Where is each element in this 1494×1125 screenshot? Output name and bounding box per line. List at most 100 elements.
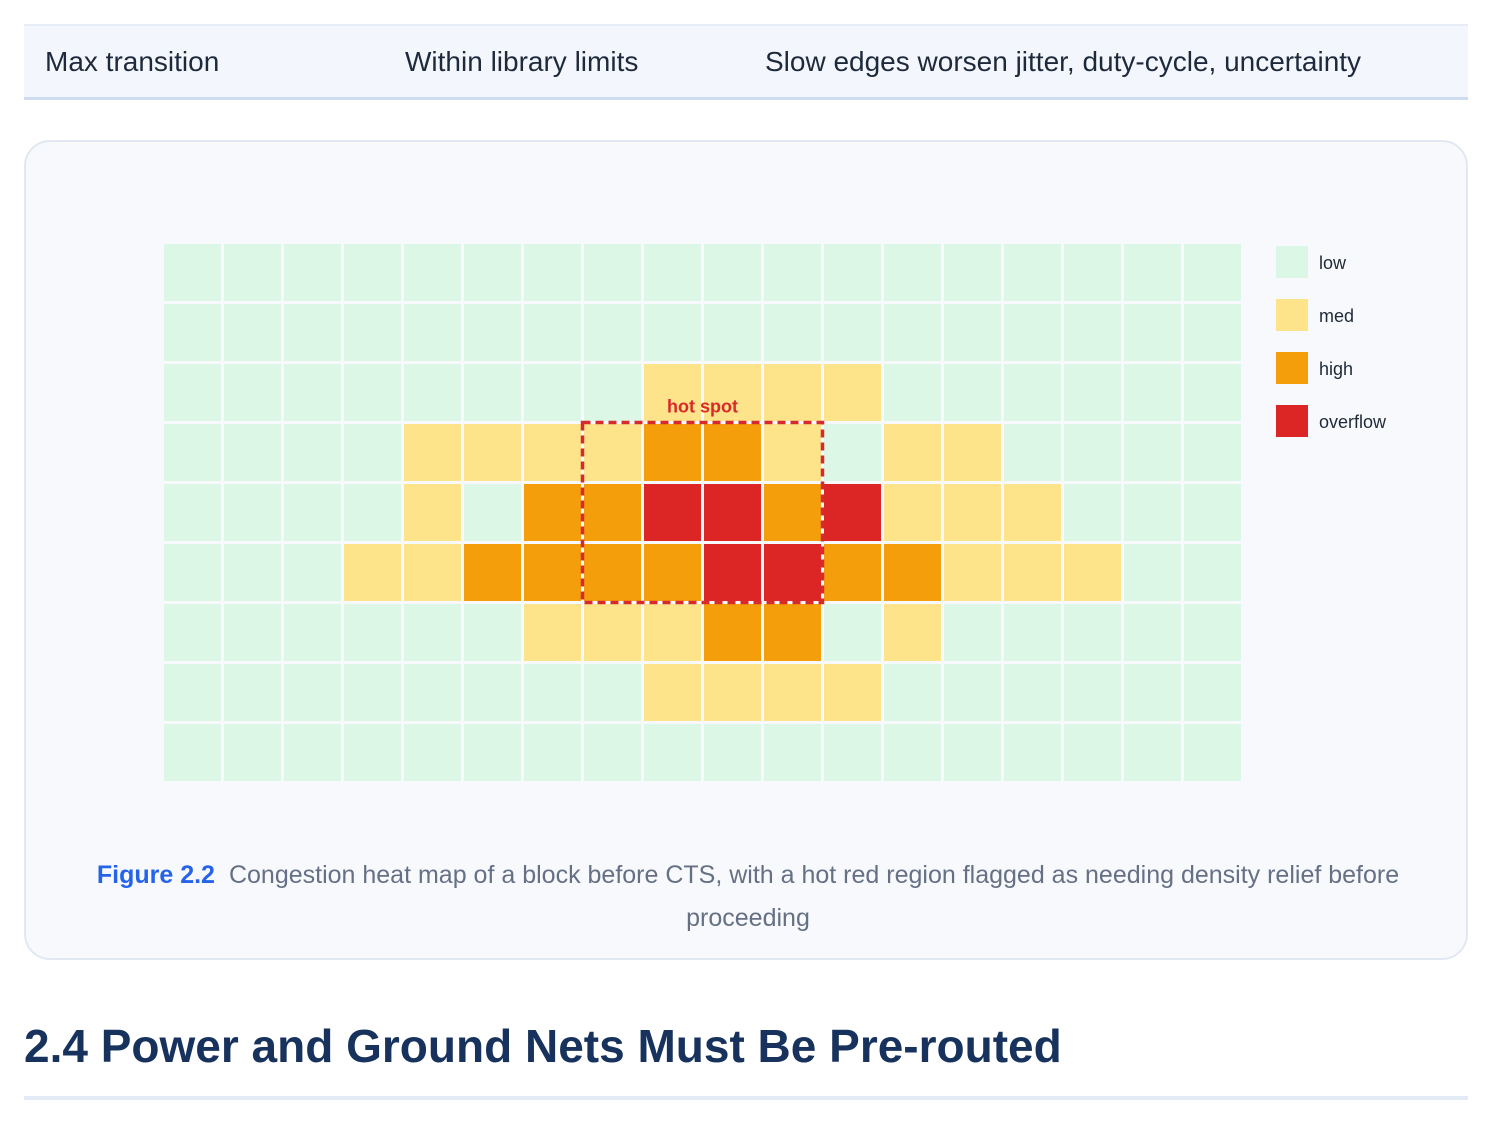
heatmap-cell: [764, 364, 821, 421]
heatmap-cell: [164, 544, 221, 601]
heatmap-cell: [884, 724, 941, 781]
heatmap-cell: [584, 604, 641, 661]
heatmap-cell: [764, 724, 821, 781]
heatmap-cell: [404, 544, 461, 601]
heatmap-cell: [644, 604, 701, 661]
heatmap-cell: [1184, 424, 1241, 481]
heatmap-cell: [284, 424, 341, 481]
heatmap-cell: [224, 484, 281, 541]
heatmap-cell: [464, 424, 521, 481]
heatmap-cell: [644, 304, 701, 361]
heatmap-cell: [464, 604, 521, 661]
heatmap-cell: [644, 724, 701, 781]
heatmap-cell: [704, 544, 761, 601]
target-cell: Within library limits: [405, 45, 639, 77]
heatmap-cell: [344, 244, 401, 301]
heatmap-cell: [1004, 244, 1061, 301]
heatmap-cell: [644, 364, 701, 421]
heatmap-cell: [764, 664, 821, 721]
heatmap-cell: [884, 364, 941, 421]
heatmap-cell: [884, 544, 941, 601]
heatmap-cell: [584, 364, 641, 421]
heatmap-cell: [764, 304, 821, 361]
congestion-heatmap: hot spot low med high overflow: [164, 244, 1387, 781]
heatmap-cell: [1004, 484, 1061, 541]
heatmap-cell: [464, 484, 521, 541]
heatmap-cell: [1004, 424, 1061, 481]
heatmap-cell: [524, 544, 581, 601]
heatmap-cell: [524, 424, 581, 481]
heatmap-cell: [1124, 664, 1181, 721]
legend-swatch-low: [1276, 246, 1308, 278]
heatmap-cell: [524, 604, 581, 661]
heatmap-cell: [704, 664, 761, 721]
heatmap-cell: [824, 364, 881, 421]
heatmap-cell: [464, 724, 521, 781]
heatmap-cell: [584, 724, 641, 781]
hotspot-label: hot spot: [667, 397, 738, 417]
heatmap-cell: [464, 244, 521, 301]
heatmap-cell: [1184, 664, 1241, 721]
heatmap-cell: [524, 484, 581, 541]
heatmap-cell: [824, 484, 881, 541]
heatmap-cell: [764, 484, 821, 541]
heatmap-cell: [404, 664, 461, 721]
figure-card: hot spot low med high overflow Figure 2.2 Con…: [24, 140, 1468, 960]
heatmap-cell: [1064, 724, 1121, 781]
heatmap-cell: [644, 484, 701, 541]
heatmap-cell: [644, 244, 701, 301]
figure-label: Figure 2.2: [96, 861, 215, 889]
figure-caption: Figure 2.2 Congestion heat map of a block…: [76, 854, 1420, 940]
heatmap-cell: [644, 664, 701, 721]
heatmap-cell: [644, 424, 701, 481]
heatmap-cell: [224, 424, 281, 481]
heatmap-cell: [704, 424, 761, 481]
heatmap-cell: [164, 724, 221, 781]
heatmap-cell: [224, 544, 281, 601]
heatmap-cell: [164, 424, 221, 481]
heatmap-cell: [1124, 304, 1181, 361]
heatmap-cell: [284, 484, 341, 541]
heatmap-cell: [1064, 304, 1121, 361]
heatmap-cell: [884, 484, 941, 541]
heatmap-cell: [824, 244, 881, 301]
legend-label-high: high: [1319, 359, 1353, 379]
heatmap-cell: [344, 724, 401, 781]
heatmap-cell: [944, 724, 1001, 781]
heatmap-cell: [284, 604, 341, 661]
heatmap-cell: [1124, 364, 1181, 421]
heatmap-cell: [1184, 244, 1241, 301]
heatmap-cell: [1124, 724, 1181, 781]
heatmap-cell: [1004, 604, 1061, 661]
heatmap-cell: [524, 364, 581, 421]
heatmap-cell: [1064, 424, 1121, 481]
heatmap-cell: [884, 424, 941, 481]
heatmap-cell: [524, 304, 581, 361]
heatmap-cell: [824, 664, 881, 721]
heatmap-cell: [284, 724, 341, 781]
heatmap-cell: [1004, 664, 1061, 721]
heatmap-cell: [224, 724, 281, 781]
heatmap-cell: [944, 364, 1001, 421]
heatmap-cell: [1124, 424, 1181, 481]
heatmap-cell: [584, 664, 641, 721]
heatmap-cell: [824, 544, 881, 601]
heatmap-cell: [1064, 664, 1121, 721]
heatmap-cell: [584, 424, 641, 481]
heatmap-cell: [1184, 364, 1241, 421]
heatmap-cell: [704, 604, 761, 661]
heatmap-cell: [1004, 304, 1061, 361]
heatmap-cell: [524, 664, 581, 721]
heatmap-cell: [344, 544, 401, 601]
heatmap-cell: [704, 724, 761, 781]
legend-label-med: med: [1319, 306, 1354, 326]
heatmap-cell: [1184, 604, 1241, 661]
heatmap-cell: [164, 244, 221, 301]
heatmap-cell: [944, 604, 1001, 661]
heatmap-cell: [944, 244, 1001, 301]
heatmap-cell: [1124, 604, 1181, 661]
heatmap-cell: [524, 244, 581, 301]
heatmap-cell: [824, 724, 881, 781]
heatmap-cell: [644, 544, 701, 601]
heatmap-cell: [164, 664, 221, 721]
